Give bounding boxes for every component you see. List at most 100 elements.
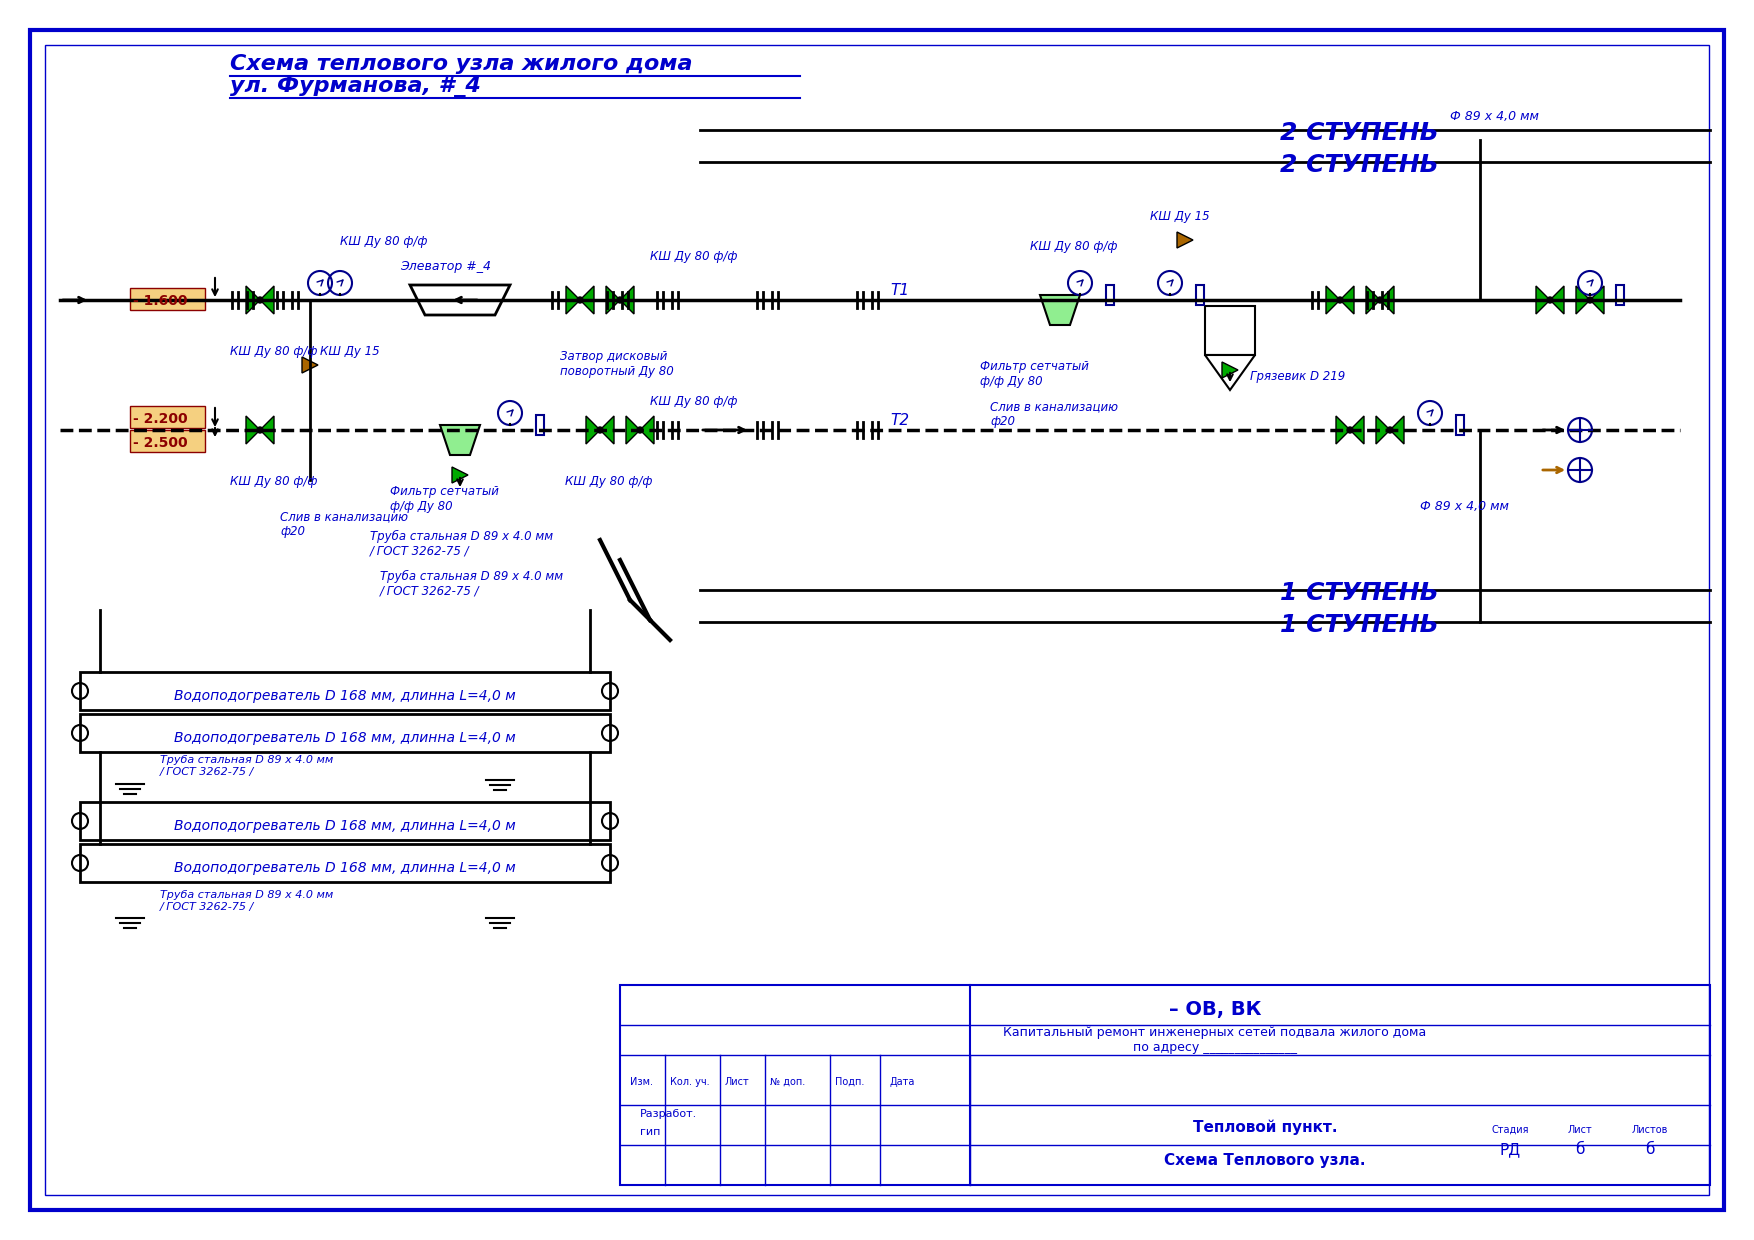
Polygon shape [453, 467, 468, 484]
Polygon shape [1380, 286, 1394, 314]
Polygon shape [260, 286, 274, 314]
Text: Водоподогреватель D 168 мм, длинна L=4,0 м: Водоподогреватель D 168 мм, длинна L=4,0… [174, 861, 516, 875]
Polygon shape [567, 286, 581, 314]
Text: Труба стальная D 89 x 4.0 мм: Труба стальная D 89 x 4.0 мм [381, 570, 563, 583]
Circle shape [1337, 298, 1344, 303]
Bar [81, 714, 610, 751]
Text: T1: T1 [889, 283, 909, 298]
Text: – ОВ, ВК: – ОВ, ВК [1168, 1001, 1261, 1019]
Text: КШ Ду 80 ф/ф: КШ Ду 80 ф/ф [340, 236, 428, 248]
Polygon shape [600, 415, 614, 444]
Circle shape [1347, 427, 1352, 433]
Polygon shape [260, 415, 274, 444]
Polygon shape [1337, 415, 1351, 444]
Polygon shape [640, 415, 654, 444]
Polygon shape [1177, 232, 1193, 248]
Text: КШ Ду 15: КШ Ду 15 [1151, 210, 1210, 223]
Circle shape [1377, 298, 1382, 303]
Text: - 2.500: - 2.500 [133, 436, 188, 450]
Text: гип: гип [640, 1127, 660, 1137]
Text: Водоподогреватель D 168 мм, длинна L=4,0 м: Водоподогреватель D 168 мм, длинна L=4,0… [174, 732, 516, 745]
Text: Тепловой пункт.: Тепловой пункт. [1193, 1120, 1337, 1135]
Text: Разработ.: Разработ. [640, 1109, 698, 1118]
Polygon shape [581, 286, 595, 314]
Bar [537, 415, 544, 435]
Bar [81, 802, 610, 839]
Text: ф20: ф20 [281, 525, 305, 538]
Bar [1615, 285, 1624, 305]
Text: Грязевик D 219: Грязевик D 219 [1251, 370, 1345, 383]
Bar [130, 430, 205, 453]
Text: 2 СТУПЕНЬ: 2 СТУПЕНЬ [1280, 122, 1438, 145]
Text: Листов: Листов [1631, 1125, 1668, 1135]
Bar [130, 288, 205, 310]
Circle shape [1587, 298, 1593, 303]
Circle shape [577, 298, 582, 303]
Text: Труба стальная D 89 x 4.0 мм: Труба стальная D 89 x 4.0 мм [370, 529, 553, 543]
Text: б: б [1575, 1142, 1584, 1157]
Text: Схема теплового узла жилого дома: Схема теплового узла жилого дома [230, 55, 693, 74]
Text: Элеватор #_4: Элеватор #_4 [400, 260, 491, 273]
Text: Ф 89 х 4,0 мм: Ф 89 х 4,0 мм [1421, 500, 1508, 513]
Text: ф/ф Ду 80: ф/ф Ду 80 [389, 500, 453, 513]
Polygon shape [586, 415, 600, 444]
Text: Схема Теплового узла.: Схема Теплового узла. [1165, 1152, 1366, 1168]
Text: КШ Ду 80 ф/ф: КШ Ду 80 ф/ф [651, 250, 737, 263]
Text: КШ Ду 80 ф/ф: КШ Ду 80 ф/ф [1030, 241, 1117, 253]
Polygon shape [619, 286, 633, 314]
Text: Стадия: Стадия [1491, 1125, 1529, 1135]
Text: Изм.: Изм. [630, 1078, 652, 1087]
Polygon shape [1223, 362, 1238, 378]
Polygon shape [626, 415, 640, 444]
Text: Кол. уч.: Кол. уч. [670, 1078, 710, 1087]
Polygon shape [1375, 415, 1389, 444]
Circle shape [637, 427, 644, 433]
Text: - 2.200: - 2.200 [133, 412, 188, 427]
Text: Подп.: Подп. [835, 1078, 865, 1087]
Text: Фильтр сетчатый: Фильтр сетчатый [389, 485, 498, 498]
Text: 2 СТУПЕНЬ: 2 СТУПЕНЬ [1280, 153, 1438, 177]
Text: / ГОСТ 3262-75 /: / ГОСТ 3262-75 / [370, 546, 470, 558]
Circle shape [617, 298, 623, 303]
Bar [130, 405, 205, 428]
Circle shape [596, 427, 603, 433]
Text: КШ Ду 80 ф/ф: КШ Ду 80 ф/ф [565, 475, 652, 489]
Text: № доп.: № доп. [770, 1078, 805, 1087]
Polygon shape [440, 425, 481, 455]
Polygon shape [246, 415, 260, 444]
Polygon shape [1205, 355, 1256, 391]
Bar [1196, 285, 1203, 305]
Bar [1107, 285, 1114, 305]
Polygon shape [1040, 295, 1080, 325]
Text: - 1.600: - 1.600 [133, 294, 188, 308]
Bar [619, 985, 1710, 1185]
Text: ф20: ф20 [989, 415, 1016, 428]
Polygon shape [1326, 286, 1340, 314]
Text: Лист: Лист [1568, 1125, 1593, 1135]
Bar [1456, 415, 1465, 435]
Polygon shape [1389, 415, 1403, 444]
Text: Дата: Дата [889, 1078, 916, 1087]
Text: T2: T2 [889, 413, 909, 428]
Text: КШ Ду 80 ф/ф: КШ Ду 80 ф/ф [651, 396, 737, 408]
Text: Труба стальная D 89 x 4.0 мм
/ ГОСТ 3262-75 /: Труба стальная D 89 x 4.0 мм / ГОСТ 3262… [160, 890, 333, 911]
Circle shape [258, 427, 263, 433]
Polygon shape [605, 286, 619, 314]
Text: ф/ф Ду 80: ф/ф Ду 80 [980, 374, 1042, 388]
Text: Водоподогреватель D 168 мм, длинна L=4,0 м: Водоподогреватель D 168 мм, длинна L=4,0… [174, 689, 516, 703]
Text: ул. Фурманова, #_4: ул. Фурманова, #_4 [230, 76, 481, 97]
Polygon shape [1551, 286, 1565, 314]
Text: б: б [1645, 1142, 1654, 1157]
Polygon shape [1589, 286, 1603, 314]
Circle shape [258, 298, 263, 303]
Text: 1 СТУПЕНЬ: 1 СТУПЕНЬ [1280, 613, 1438, 637]
Text: Труба стальная D 89 x 4.0 мм
/ ГОСТ 3262-75 /: Труба стальная D 89 x 4.0 мм / ГОСТ 3262… [160, 755, 333, 777]
Text: Фильтр сетчатый: Фильтр сетчатый [980, 360, 1089, 373]
Circle shape [1547, 298, 1552, 303]
Polygon shape [302, 357, 317, 373]
Polygon shape [1577, 286, 1589, 314]
Text: Слив в канализацию: Слив в канализацию [281, 510, 409, 523]
Text: Ф 89 х 4,0 мм: Ф 89 х 4,0 мм [1451, 110, 1538, 123]
Polygon shape [410, 285, 510, 315]
Text: Капитальный ремонт инженерных сетей подвала жилого дома
по адресу ______________: Капитальный ремонт инженерных сетей подв… [1003, 1025, 1426, 1054]
